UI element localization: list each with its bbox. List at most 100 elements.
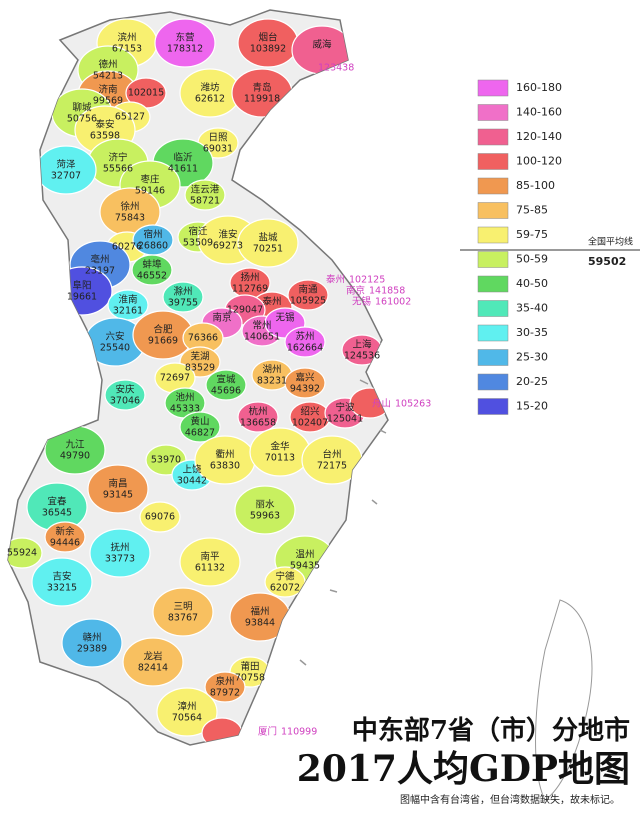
city-value: 103892 [250,44,286,55]
city-value: 65127 [115,112,145,123]
city-value: 83231 [257,376,287,387]
legend-label: 140-160 [516,106,562,119]
legend-label: 75-85 [516,204,548,217]
city-value: 102407 [292,418,328,429]
region [179,411,221,443]
city-name: 青岛 [252,82,271,94]
city-name: 宜春 [47,496,67,508]
region [152,587,214,637]
city-value: 70758 [235,673,265,684]
legend-swatch [477,275,509,293]
region [287,279,329,311]
city-name: 莆田 [240,661,259,673]
city-value: 45696 [211,386,241,397]
outside-name: 无锡 [352,296,371,308]
legend-swatch [477,349,509,366]
title-line1: 中东部7省（市）分地市 [352,715,630,746]
legend-swatch [477,373,509,391]
city-value: 30442 [177,476,207,487]
city-value: 23197 [85,266,115,277]
city-value: 87972 [210,688,240,699]
city-value: 140651 [244,332,280,343]
city-name: 泉州 [215,676,234,688]
city-value: 105925 [290,296,326,307]
outside-value: 123438 [318,63,354,74]
city-value: 33215 [47,583,77,594]
city-name: 蚌埠 [142,259,162,271]
city-value: 93145 [103,490,133,501]
coast-islands [299,379,387,666]
city-name: 日照 [208,133,228,144]
city-value: 62072 [270,583,300,594]
city-value: 94446 [50,538,80,549]
city-value: 59146 [135,186,165,197]
city-name: 德州 [98,59,117,71]
city-name: 宿迁 [188,226,208,238]
city-value: 46552 [137,271,167,282]
city-name: 宁德 [275,571,295,583]
city-value: 72175 [317,461,347,472]
city-name: 烟台 [258,32,277,44]
city-value: 41611 [168,164,198,175]
city-name: 徐州 [120,201,139,213]
city-value: 72697 [160,373,190,384]
city-value: 53509 [183,238,213,249]
city-value: 99569 [93,96,123,107]
legend-label: 20-25 [516,375,548,388]
city-name: 上海 [352,339,372,351]
outside-name: 泰州 [326,274,345,286]
region [184,179,226,211]
city-value: 82414 [138,663,168,674]
city-name: 济南 [98,84,117,96]
city-name: 黄山 [190,416,209,428]
city-value: 32161 [113,306,143,317]
region [284,326,326,358]
city-value: 53970 [151,455,181,466]
city-name: 淮南 [118,294,137,306]
region [89,528,151,578]
city-value: 60276 [112,242,142,253]
city-value: 178312 [167,44,203,55]
city-value: 63830 [210,461,240,472]
city-value: 59435 [290,561,320,572]
legend-swatch [477,104,509,121]
legend-label: 15-20 [516,400,548,413]
city-name: 湖州 [262,365,281,376]
outside-value: 141858 [369,286,405,297]
region [201,717,243,745]
legend-label: 100-120 [516,155,562,168]
city-name: 上饶 [182,464,202,476]
city-name: 池州 [175,392,194,404]
city-value: 162664 [287,343,323,354]
region [139,501,181,533]
city-name: 枣庄 [140,174,160,186]
region [237,218,299,268]
legend-swatch [477,226,509,244]
city-name: 南昌 [108,478,127,490]
city-name: 盐城 [258,232,278,244]
city-name: 阜阳 [72,280,91,292]
city-name: 滨州 [117,32,136,44]
outside-value: 161002 [375,297,411,308]
city-value: 69273 [213,241,243,252]
city-value: 62612 [195,94,225,105]
city-name: 吉安 [52,571,71,583]
city-value: 26860 [138,241,168,252]
city-value: 45333 [170,404,200,415]
region [237,401,279,433]
city-value: 70251 [253,244,283,255]
region [156,687,218,737]
city-name: 淮安 [218,229,237,241]
city-value: 93844 [245,618,275,629]
city-name: 福州 [250,606,269,618]
city-name: 新余 [55,526,75,538]
city-name: 泰安 [95,119,114,131]
city-value: 124536 [344,351,380,362]
legend-swatch [477,128,509,146]
city-value: 119918 [244,94,280,105]
city-value: 136658 [240,418,276,429]
outside-name: 厦门 [258,726,277,738]
city-name: 常州 [252,320,271,332]
city-name: 苏州 [295,331,314,343]
legend-label: 40-50 [516,277,548,290]
